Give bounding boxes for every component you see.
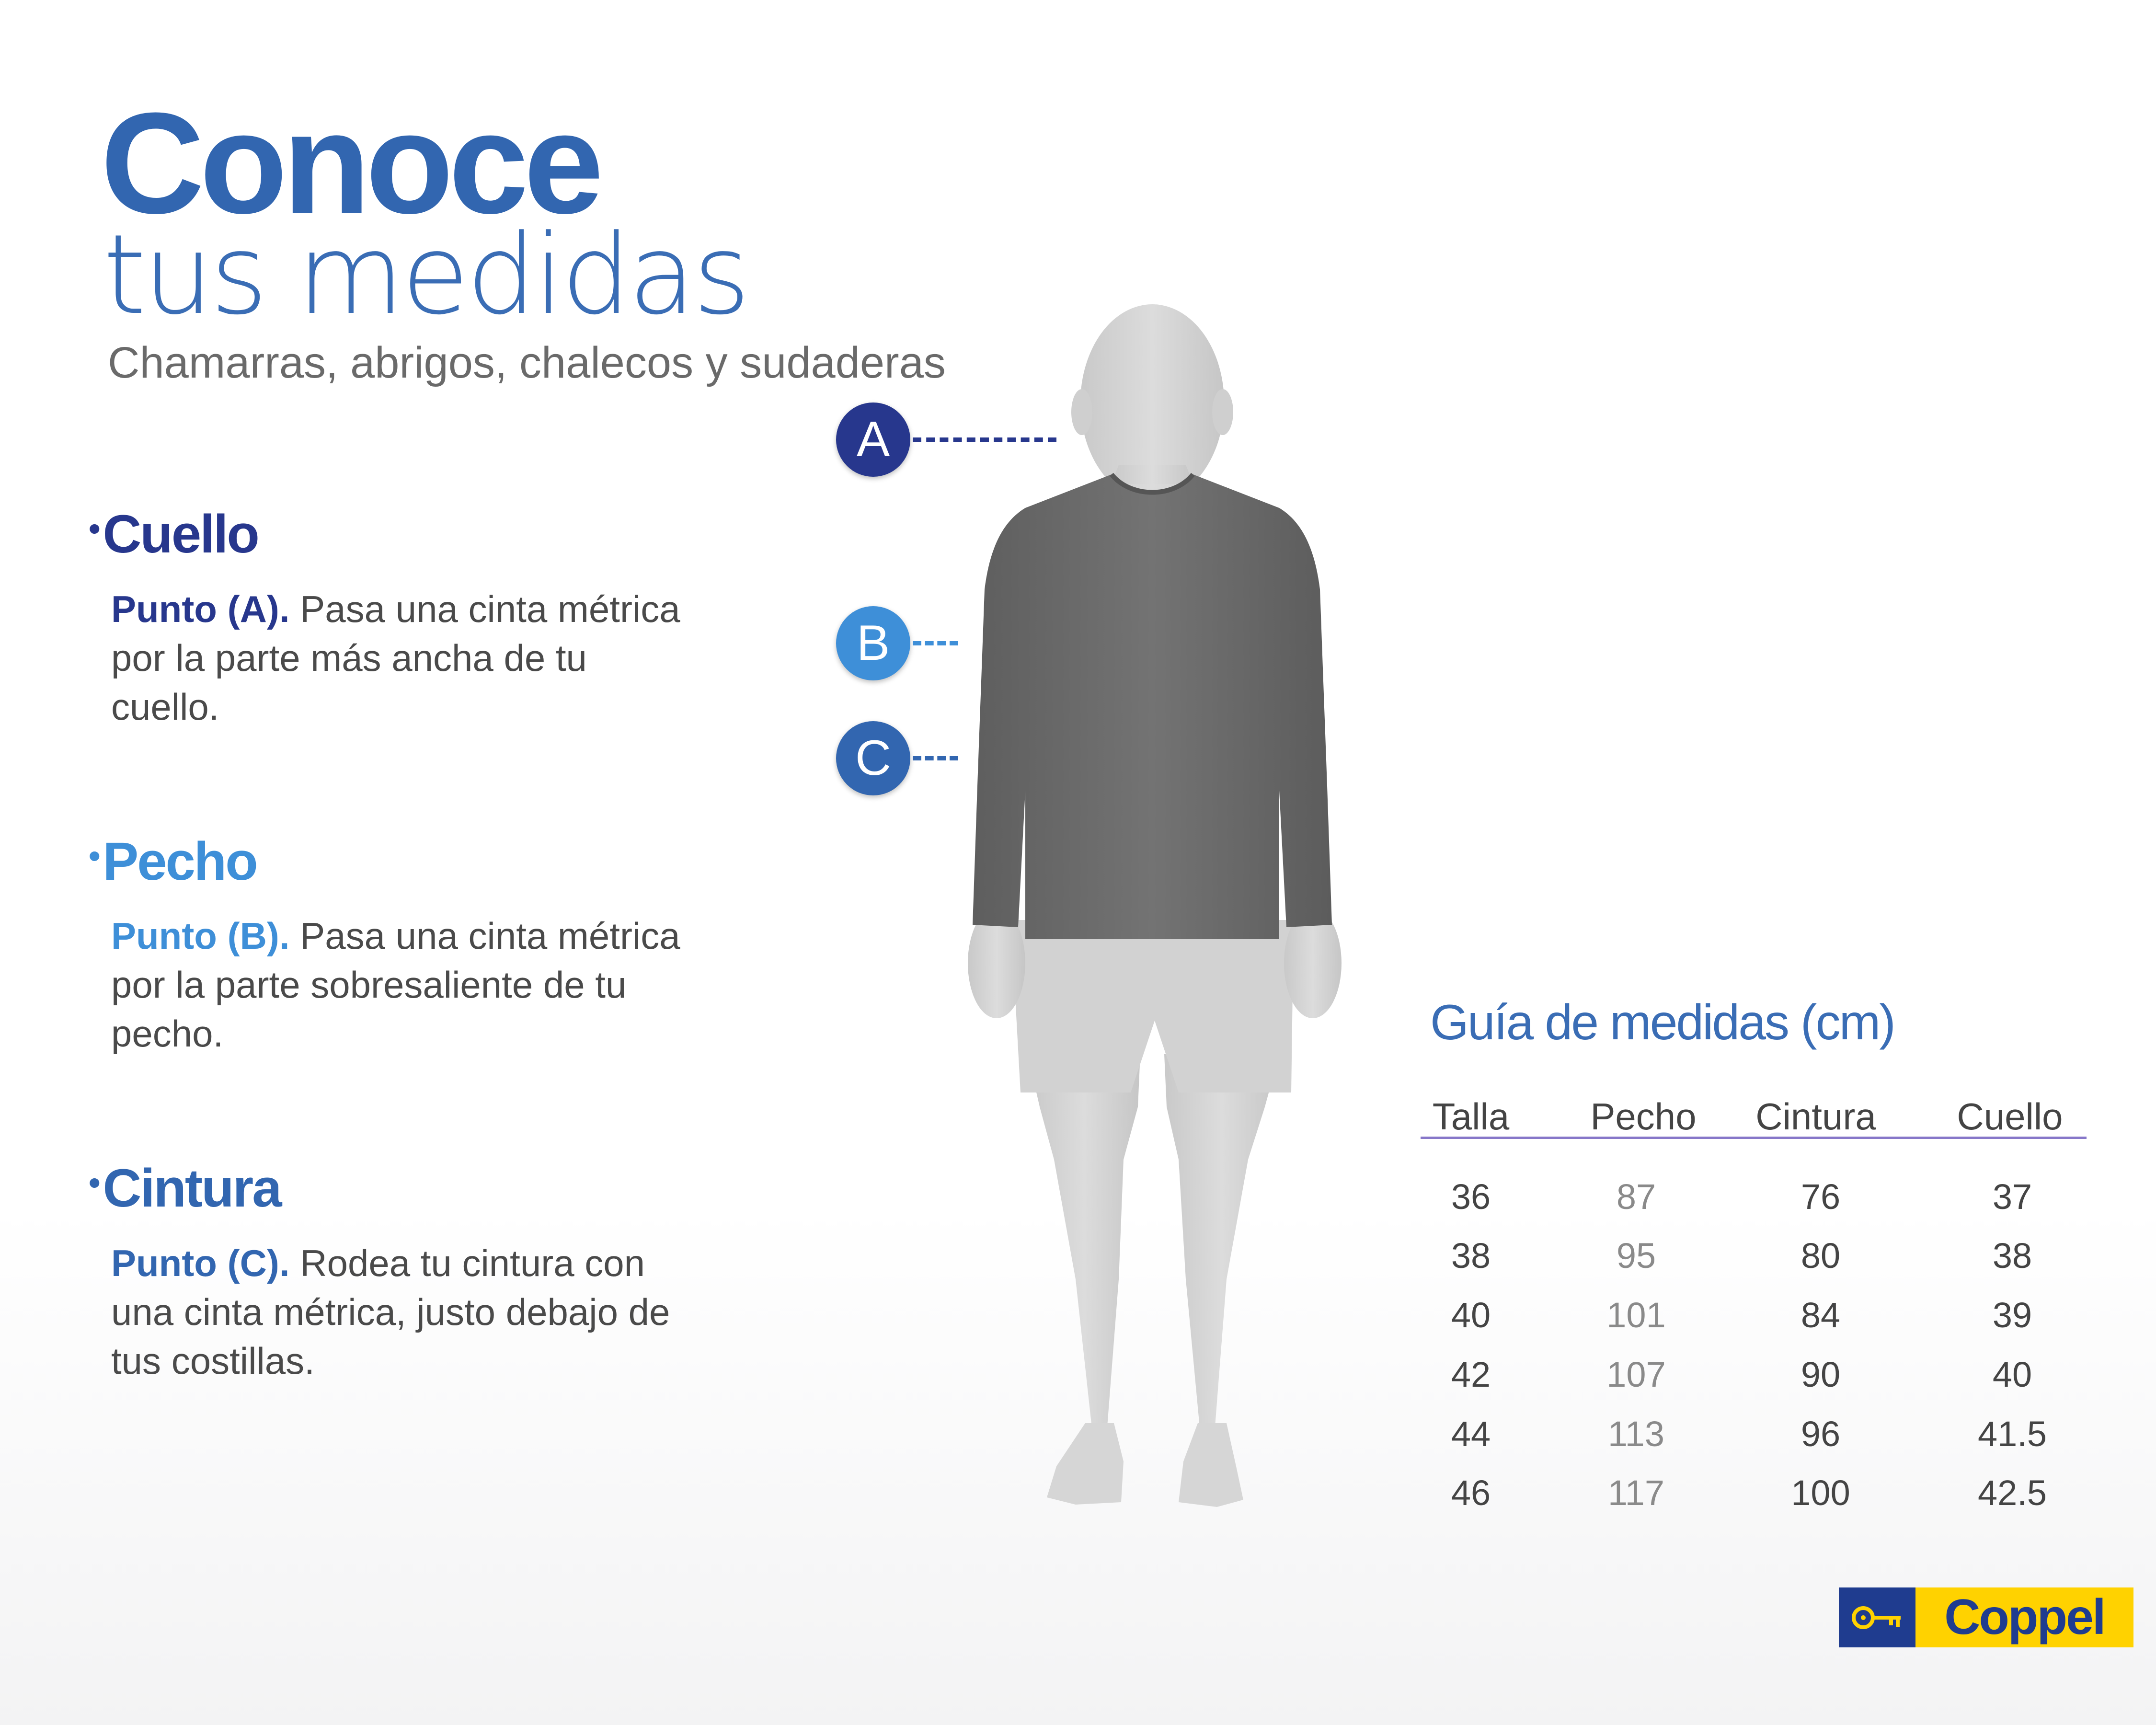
- section-heading-cintura: •Cintura: [89, 1157, 282, 1219]
- body-line: tus costillas.: [111, 1340, 315, 1382]
- figure-shorts: [1011, 920, 1294, 1092]
- table-cell-pecho: 113: [1608, 1414, 1664, 1454]
- table-cell-talla: 40: [1451, 1295, 1491, 1335]
- section-text-cuello: Punto (A). Pasa una cinta métrica por la…: [111, 585, 734, 731]
- size-table-header-talla: Talla: [1432, 1095, 1510, 1138]
- table-cell-talla: 38: [1451, 1236, 1491, 1276]
- table-cell-talla: 44: [1451, 1414, 1491, 1454]
- table-cell-cuello: 40: [1992, 1355, 2032, 1394]
- heading-label: Cintura: [103, 1158, 282, 1218]
- table-cell-cintura: 100: [1791, 1473, 1850, 1513]
- body-line: Pasa una cinta métrica: [300, 915, 680, 957]
- bullet-dot: •: [89, 1164, 100, 1201]
- table-cell-cuello: 42.5: [1977, 1473, 2047, 1513]
- bullet-dot: •: [89, 837, 100, 874]
- heading-label: Pecho: [103, 831, 258, 891]
- table-cell-cintura: 76: [1800, 1177, 1841, 1217]
- section-text-cintura: Punto (C). Rodea tu cintura con una cint…: [111, 1239, 734, 1385]
- body-line: Rodea tu cintura con: [300, 1242, 645, 1284]
- figure-hand-right: [1284, 908, 1342, 1018]
- table-cell-cuello: 39: [1992, 1295, 2032, 1335]
- mannequin-figure: [968, 304, 1342, 1507]
- table-cell-pecho: 101: [1606, 1295, 1666, 1335]
- table-cell-talla: 46: [1451, 1473, 1491, 1513]
- marker-b-icon: B: [836, 606, 910, 680]
- section-heading-cuello: •Cuello: [89, 503, 260, 565]
- body-line: una cinta métrica, justo debajo de: [111, 1291, 670, 1333]
- marker-c-icon: C: [836, 721, 910, 795]
- section-heading-pecho: •Pecho: [89, 830, 258, 892]
- table-cell-cuello: 38: [1992, 1236, 2032, 1276]
- body-line: por la parte sobresaliente de tu: [111, 964, 627, 1006]
- table-cell-cuello: 37: [1992, 1177, 2032, 1217]
- figure-legs: [1028, 1054, 1279, 1507]
- page-title: Conoce: [101, 82, 604, 243]
- heading-label: Cuello: [103, 504, 260, 564]
- table-cell-pecho: 117: [1608, 1473, 1664, 1513]
- point-label: Punto (A).: [111, 588, 290, 630]
- table-cell-cintura: 84: [1800, 1295, 1841, 1335]
- table-cell-cintura: 90: [1800, 1355, 1841, 1394]
- coppel-logo: Coppel: [1839, 1587, 2133, 1647]
- marker-a-icon: A: [836, 402, 910, 477]
- size-table-header-cintura: Cintura: [1755, 1095, 1876, 1138]
- point-label: Punto (C).: [111, 1242, 290, 1284]
- table-cell-pecho: 87: [1616, 1177, 1656, 1217]
- size-table-header-cuello: Cuello: [1957, 1095, 2063, 1138]
- marker-c-leader-line: [913, 756, 958, 760]
- size-table-rule: [1421, 1137, 2087, 1139]
- figure-head: [1071, 304, 1233, 501]
- figure-neck: [1112, 465, 1193, 484]
- bullet-dot: •: [89, 510, 100, 547]
- page-subtitle: Chamarras, abrigos, chalecos y sudaderas: [108, 338, 946, 387]
- table-cell-talla: 42: [1451, 1355, 1491, 1394]
- body-line: pecho.: [111, 1012, 224, 1055]
- body-line: cuello.: [111, 686, 219, 728]
- table-cell-pecho: 107: [1606, 1355, 1666, 1394]
- body-line: por la parte más ancha de tu: [111, 637, 587, 679]
- marker-b-leader-line: [913, 641, 958, 645]
- figure-shirt: [973, 474, 1332, 939]
- table-cell-cintura: 96: [1800, 1414, 1841, 1454]
- key-icon: [1839, 1587, 1915, 1647]
- table-cell-cuello: 41.5: [1977, 1414, 2047, 1454]
- table-cell-talla: 36: [1451, 1177, 1491, 1217]
- size-table-title: Guía de medidas (cm): [1430, 995, 1896, 1050]
- marker-a-leader-line: [913, 437, 1056, 442]
- size-table-header-pecho: Pecho: [1590, 1095, 1697, 1138]
- page-title-line2: tus medidas: [103, 211, 750, 339]
- table-cell-pecho: 95: [1616, 1236, 1656, 1276]
- table-cell-cintura: 80: [1800, 1236, 1841, 1276]
- logo-wordmark: Coppel: [1915, 1587, 2133, 1647]
- section-text-pecho: Punto (B). Pasa una cinta métrica por la…: [111, 911, 734, 1058]
- point-label: Punto (B).: [111, 915, 290, 957]
- body-line: Pasa una cinta métrica: [300, 588, 680, 630]
- figure-hand-left: [968, 908, 1025, 1018]
